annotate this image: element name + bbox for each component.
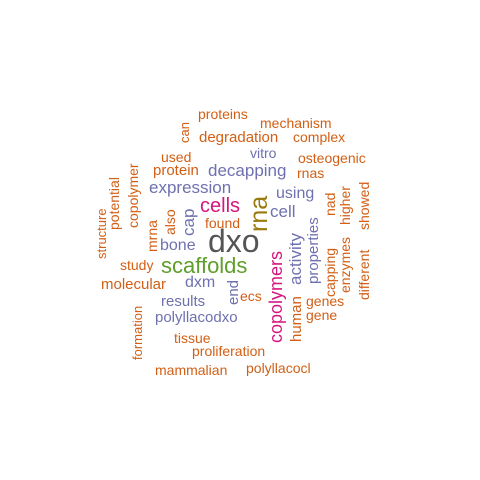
word-properties: properties bbox=[305, 217, 322, 284]
word-complex: complex bbox=[293, 129, 346, 145]
word-vitro: vitro bbox=[250, 145, 277, 161]
word-cap: cap bbox=[179, 208, 198, 236]
word-cells: cells bbox=[200, 195, 241, 217]
word-rnas: rnas bbox=[297, 165, 325, 181]
word-osteogenic: osteogenic bbox=[298, 150, 366, 166]
word-mrna: mrna bbox=[144, 220, 160, 252]
word-higher: higher bbox=[337, 186, 353, 225]
word-dxm: dxm bbox=[185, 274, 216, 291]
word-also: also bbox=[162, 209, 178, 235]
word-rna: rna bbox=[245, 195, 273, 232]
word-decapping: decapping bbox=[208, 161, 287, 180]
word-can: can bbox=[177, 122, 192, 143]
word-showed: showed bbox=[356, 181, 372, 230]
word-copolymers: copolymers bbox=[266, 250, 286, 343]
word-expression: expression bbox=[149, 178, 232, 197]
word-molecular: molecular bbox=[101, 276, 167, 293]
word-mammalian: mammalian bbox=[155, 362, 228, 378]
word-human: human bbox=[288, 296, 305, 342]
word-potential: potential bbox=[106, 177, 122, 230]
word-activity: activity bbox=[286, 233, 305, 285]
word-end: end bbox=[225, 279, 242, 305]
word-tissue: tissue bbox=[174, 330, 211, 346]
word-bone: bone bbox=[160, 237, 196, 254]
word-proliferation: proliferation bbox=[192, 343, 266, 359]
word-formation: formation bbox=[130, 305, 145, 360]
word-proteins: proteins bbox=[198, 106, 248, 122]
word-genes: genes bbox=[306, 293, 345, 309]
word-structure: structure bbox=[94, 208, 109, 259]
word-results: results bbox=[161, 293, 206, 310]
word-capping: capping bbox=[322, 247, 338, 297]
word-ecs: ecs bbox=[240, 288, 262, 304]
word-used: used bbox=[161, 149, 192, 165]
word-polyllacodxo: polyllacodxo bbox=[155, 309, 238, 326]
word-dxo: dxo bbox=[208, 223, 260, 259]
word-study: study bbox=[120, 257, 154, 273]
word-enzymes: enzymes bbox=[337, 236, 353, 293]
word-polyllacocl: polyllacocl bbox=[246, 360, 311, 376]
word-using: using bbox=[276, 185, 315, 202]
word-protein: protein bbox=[153, 162, 199, 179]
word-degradation: degradation bbox=[199, 129, 279, 146]
word-gene: gene bbox=[306, 307, 338, 323]
word-nad: nad bbox=[322, 192, 338, 216]
word-mechanism: mechanism bbox=[260, 115, 332, 131]
word-copolymer: copolymer bbox=[125, 163, 141, 228]
word-scaffolds: scaffolds bbox=[161, 253, 248, 278]
word-cell: cell bbox=[270, 202, 296, 221]
word-found: found bbox=[205, 215, 241, 231]
word-different: different bbox=[356, 249, 372, 300]
